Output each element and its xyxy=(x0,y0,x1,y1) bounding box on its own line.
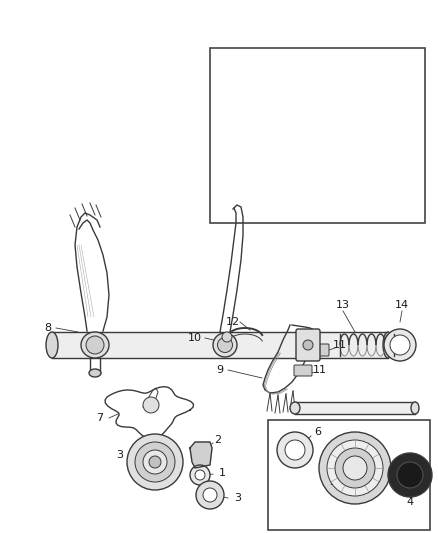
Text: 2: 2 xyxy=(215,435,222,445)
Text: 13: 13 xyxy=(336,300,350,310)
Circle shape xyxy=(327,440,383,496)
Circle shape xyxy=(277,432,313,468)
Text: 11: 11 xyxy=(333,340,347,350)
Circle shape xyxy=(195,470,205,480)
Polygon shape xyxy=(52,332,388,358)
Circle shape xyxy=(143,397,159,413)
Ellipse shape xyxy=(86,336,104,354)
Bar xyxy=(210,48,425,223)
Circle shape xyxy=(143,450,167,474)
Circle shape xyxy=(343,456,367,480)
Ellipse shape xyxy=(81,332,109,358)
Circle shape xyxy=(319,432,391,504)
Text: 4: 4 xyxy=(406,497,413,507)
Circle shape xyxy=(190,465,210,485)
Circle shape xyxy=(390,335,410,355)
Text: 12: 12 xyxy=(226,317,240,327)
Polygon shape xyxy=(190,442,212,468)
Circle shape xyxy=(127,434,183,490)
Circle shape xyxy=(335,448,375,488)
Text: 3: 3 xyxy=(234,493,241,503)
Ellipse shape xyxy=(213,333,237,357)
Text: 11: 11 xyxy=(313,365,327,375)
Text: 6: 6 xyxy=(314,427,321,437)
Circle shape xyxy=(384,329,416,361)
Circle shape xyxy=(203,488,217,502)
Ellipse shape xyxy=(46,332,58,358)
FancyBboxPatch shape xyxy=(309,344,329,356)
Polygon shape xyxy=(295,402,415,414)
Circle shape xyxy=(135,442,175,482)
Circle shape xyxy=(196,481,224,509)
Text: 9: 9 xyxy=(216,365,223,375)
Text: 14: 14 xyxy=(395,300,409,310)
Ellipse shape xyxy=(89,369,101,377)
Text: 10: 10 xyxy=(188,333,202,343)
Ellipse shape xyxy=(218,337,233,352)
Bar xyxy=(268,420,430,530)
Text: 5: 5 xyxy=(329,477,336,487)
Text: 1: 1 xyxy=(219,468,226,478)
Circle shape xyxy=(388,453,432,497)
Circle shape xyxy=(149,456,161,468)
Circle shape xyxy=(222,332,232,342)
Ellipse shape xyxy=(411,402,419,414)
Circle shape xyxy=(303,340,313,350)
Ellipse shape xyxy=(383,332,393,358)
FancyBboxPatch shape xyxy=(294,365,312,376)
Text: 8: 8 xyxy=(44,323,52,333)
Text: 3: 3 xyxy=(117,450,124,460)
Text: 7: 7 xyxy=(96,413,103,423)
Circle shape xyxy=(397,462,423,488)
Circle shape xyxy=(285,440,305,460)
Ellipse shape xyxy=(290,402,300,414)
FancyBboxPatch shape xyxy=(296,329,320,361)
